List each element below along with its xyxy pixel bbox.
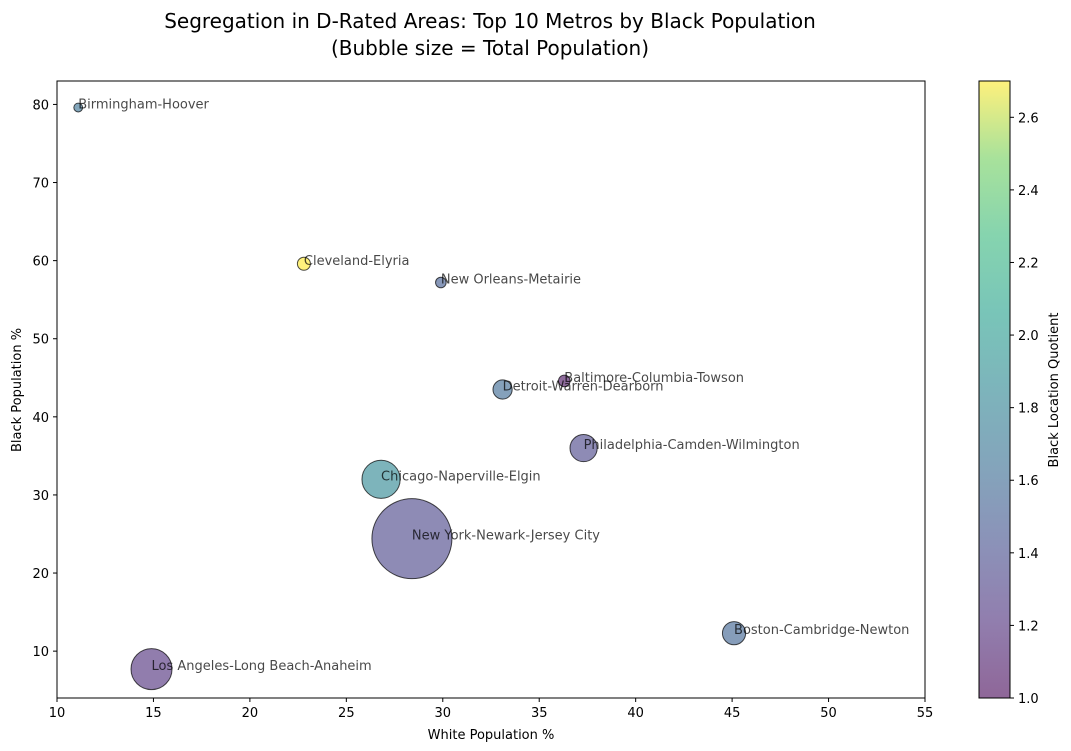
colorbar-ticks: 1.0 1.2 1.4 1.6 1.8 2.0 2.2 2.4 2.6 — [1010, 111, 1039, 707]
colorbar-tick-label: 1.2 — [1018, 619, 1039, 634]
x-axis-label: White Population % — [428, 728, 555, 743]
colorbar-tick-label: 2.4 — [1018, 184, 1039, 199]
colorbar-tick-label: 1.8 — [1018, 402, 1039, 417]
y-axis-ticks: 10 20 30 40 50 60 70 80 — [32, 98, 57, 660]
bubble-layer — [73, 102, 747, 691]
bubble-point — [721, 621, 747, 646]
bubble-label-layer: Birmingham-Hoover Cleveland-Elyria New Orl… — [78, 98, 909, 675]
x-tick-label: 25 — [338, 706, 355, 721]
bubble-point — [557, 374, 571, 388]
bubble-label: Chicago-Naperville-Elgin — [381, 469, 541, 484]
bubble-point — [435, 276, 447, 289]
y-tick-label: 70 — [32, 177, 49, 192]
colorbar-tick-label: 2.0 — [1018, 329, 1039, 344]
colorbar-tick-label: 1.4 — [1018, 547, 1039, 562]
colorbar — [978, 80, 1011, 699]
bubble-point — [569, 433, 598, 463]
colorbar-label: Black Location Quotient — [1047, 313, 1062, 468]
x-tick-label: 15 — [145, 706, 162, 721]
x-tick-label: 30 — [435, 706, 452, 721]
bubble-label: Philadelphia-Camden-Wilmington — [584, 438, 800, 453]
colorbar-tick-label: 2.6 — [1018, 111, 1039, 126]
chart-title-line-1: Segregation in D-Rated Areas: Top 10 Met… — [164, 9, 816, 33]
bubble-point — [492, 379, 513, 400]
y-tick-label: 50 — [32, 333, 49, 348]
y-axis-label: Black Population % — [10, 328, 25, 452]
y-tick-label: 60 — [32, 255, 49, 270]
bubble-label: New York-Newark-Jersey City — [412, 529, 600, 544]
bubble-label: Los Angeles-Long Beach-Anaheim — [152, 659, 372, 674]
x-tick-label: 20 — [242, 706, 259, 721]
bubble-point — [371, 498, 453, 580]
x-tick-label: 55 — [917, 706, 934, 721]
bubble-point — [361, 459, 401, 499]
x-axis-ticks: 10 15 20 25 30 35 40 45 50 55 — [49, 698, 934, 721]
y-tick-label: 10 — [32, 645, 49, 660]
plot-area-frame — [56, 80, 926, 699]
bubble-point — [130, 648, 173, 691]
x-tick-label: 10 — [49, 706, 66, 721]
colorbar-tick-label: 2.2 — [1018, 256, 1039, 271]
x-tick-label: 45 — [724, 706, 741, 721]
x-tick-label: 35 — [531, 706, 548, 721]
bubble-point — [296, 256, 311, 271]
colorbar-tick-label: 1.0 — [1018, 692, 1039, 707]
y-tick-label: 40 — [32, 411, 49, 426]
colorbar-tick-label: 1.6 — [1018, 474, 1039, 489]
bubble-label: Detroit-Warren-Dearborn — [503, 380, 664, 395]
chart-title-line-2: (Bubble size = Total Population) — [331, 36, 649, 60]
y-tick-label: 80 — [32, 98, 49, 113]
y-tick-label: 20 — [32, 567, 49, 582]
x-tick-label: 40 — [627, 706, 644, 721]
bubble-label: Birmingham-Hoover — [78, 98, 209, 113]
bubble-label: Baltimore-Columbia-Towson — [564, 371, 744, 386]
bubble-point — [73, 102, 84, 113]
bubble-label: New Orleans-Metairie — [441, 273, 581, 288]
x-tick-label: 50 — [820, 706, 837, 721]
bubble-label: Boston-Cambridge-Newton — [734, 623, 909, 638]
y-tick-label: 30 — [32, 489, 49, 504]
bubble-label: Cleveland-Elyria — [304, 254, 410, 269]
